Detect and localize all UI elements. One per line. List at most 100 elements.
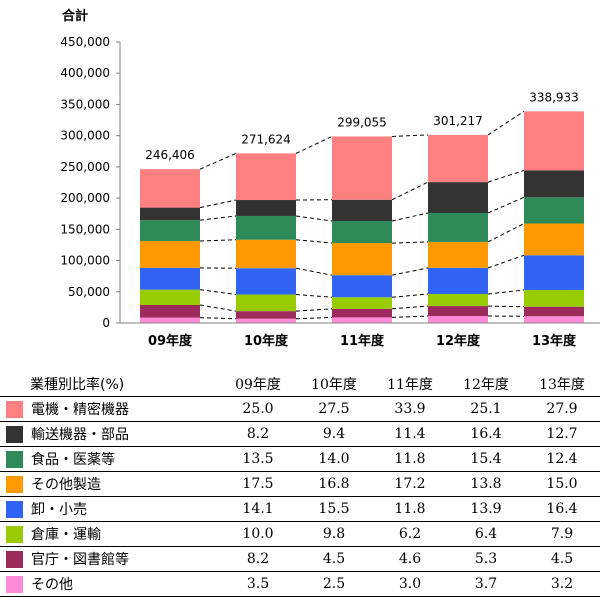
- bar-segment: [524, 197, 584, 223]
- ratio-cell: 4.5: [524, 547, 600, 572]
- ratio-cell: 7.9: [524, 522, 600, 547]
- ratio-cell: 27.9: [524, 397, 600, 422]
- ratio-cell: 15.0: [524, 472, 600, 497]
- y-tick-label: 250,000: [60, 160, 110, 174]
- ratio-cell: 9.4: [296, 422, 372, 447]
- ratio-cell: 12.4: [524, 447, 600, 472]
- ratio-cell: 27.5: [296, 397, 372, 422]
- series-connector: [296, 216, 332, 221]
- bar-segment: [140, 290, 200, 305]
- total-label: 246,406: [145, 148, 195, 162]
- series-connector: [296, 136, 332, 153]
- series-connector: [296, 317, 332, 318]
- legend-swatch: [6, 401, 23, 418]
- row-category-label: 卸・小売: [31, 502, 87, 518]
- series-connector: [488, 170, 524, 182]
- total-label: 299,055: [337, 115, 387, 129]
- bar-segment: [140, 169, 200, 207]
- bar-segment: [428, 316, 488, 323]
- ratio-cell: 4.5: [296, 547, 372, 572]
- total-label: 338,933: [529, 90, 579, 104]
- ratio-cell: 11.4: [372, 422, 448, 447]
- table-header-year: 09年度: [220, 372, 296, 397]
- ratio-cell: 3.0: [372, 572, 448, 597]
- table-header-label: 業種別比率(%): [0, 372, 220, 397]
- bar-segment: [332, 297, 392, 309]
- legend-swatch: [6, 526, 23, 543]
- bar-segment: [428, 135, 488, 182]
- series-connector: [392, 294, 428, 297]
- ratio-cell: 8.2: [220, 547, 296, 572]
- row-category-label: 電機・精密機器: [31, 402, 129, 418]
- y-tick-label: 0: [102, 316, 110, 330]
- ratio-cell: 16.4: [524, 497, 600, 522]
- series-connector: [392, 242, 428, 243]
- x-category-label: 10年度: [244, 333, 289, 349]
- bar-segment: [428, 268, 488, 294]
- bar-segment: [428, 213, 488, 242]
- series-connector: [296, 268, 332, 275]
- ratio-cell: 16.4: [448, 422, 524, 447]
- ratio-cell: 6.4: [448, 522, 524, 547]
- y-axis-ticks: 050,000100,000150,000200,000250,000300,0…: [60, 35, 120, 330]
- bar-segment: [332, 317, 392, 323]
- series-connector: [200, 290, 236, 295]
- series-connector: [392, 182, 428, 200]
- series-connector: [488, 111, 524, 135]
- bar-segment: [524, 307, 584, 317]
- ratio-cell: 17.2: [372, 472, 448, 497]
- ratio-cell: 13.5: [220, 447, 296, 472]
- bar-segment: [236, 200, 296, 216]
- bar-segment: [140, 268, 200, 290]
- y-tick-label: 100,000: [60, 254, 110, 268]
- ratio-cell: 17.5: [220, 472, 296, 497]
- table-header-year: 11年度: [372, 372, 448, 397]
- ratio-cell: 11.8: [372, 447, 448, 472]
- row-category: その他: [0, 572, 220, 597]
- bar-segment: [236, 295, 296, 312]
- y-tick-label: 200,000: [60, 191, 110, 205]
- bar-segment: [332, 243, 392, 275]
- ratio-cell: 10.0: [220, 522, 296, 547]
- x-category-label: 11年度: [340, 333, 385, 349]
- ratio-cell: 25.0: [220, 397, 296, 422]
- y-tick-label: 150,000: [60, 222, 110, 236]
- bar-segment: [524, 255, 584, 290]
- series-connector: [200, 200, 236, 208]
- legend-swatch: [6, 576, 23, 593]
- bar-segment: [428, 182, 488, 213]
- bar-stacks: [140, 111, 584, 323]
- y-tick-label: 300,000: [60, 129, 110, 143]
- legend-swatch: [6, 501, 23, 518]
- series-connector: [488, 306, 524, 307]
- bar-segment: [332, 200, 392, 221]
- ratio-cell: 14.0: [296, 447, 372, 472]
- ratio-cell: 15.5: [296, 497, 372, 522]
- bar-segment: [428, 306, 488, 316]
- bar-segment: [236, 240, 296, 268]
- series-connector: [488, 197, 524, 213]
- ratio-cell: 3.5: [220, 572, 296, 597]
- series-connector: [296, 295, 332, 298]
- table-header-year: 10年度: [296, 372, 372, 397]
- bar-segment: [140, 241, 200, 268]
- row-category-label: その他製造: [31, 477, 101, 493]
- table-header-year: 13年度: [524, 372, 600, 397]
- y-axis-title: 合計: [62, 8, 88, 24]
- series-connector: [488, 224, 524, 242]
- bar-segment: [524, 316, 584, 323]
- series-connector: [488, 290, 524, 294]
- ratio-cell: 11.8: [372, 497, 448, 522]
- row-category: 食品・医薬等: [0, 447, 220, 472]
- bar-segment: [236, 268, 296, 294]
- row-category-label: 輸送機器・部品: [31, 427, 129, 443]
- y-tick-label: 400,000: [60, 66, 110, 80]
- ratio-cell: 33.9: [372, 397, 448, 422]
- ratio-cell: 13.9: [448, 497, 524, 522]
